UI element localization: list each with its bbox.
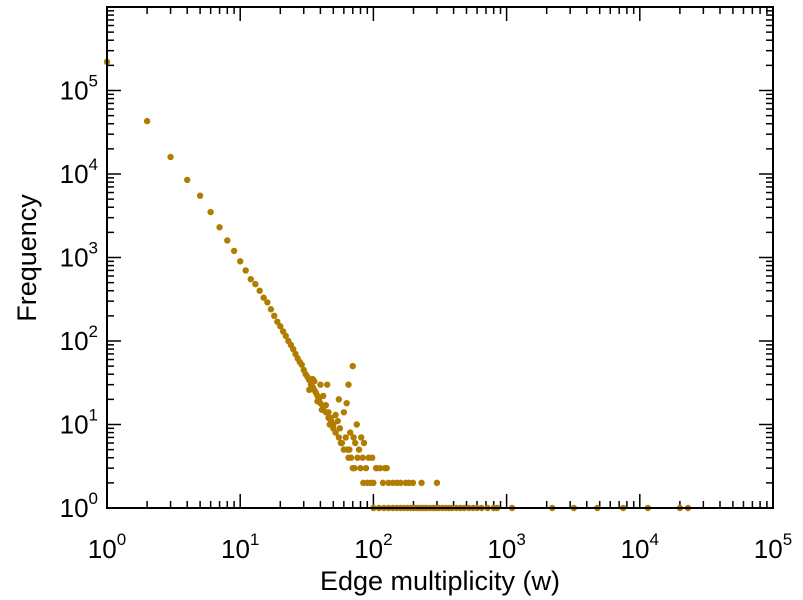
data-point bbox=[357, 464, 364, 472]
data-point bbox=[252, 280, 259, 288]
data-point bbox=[327, 414, 335, 422]
y-tick-labels: 100 101 102 103 104 105 bbox=[60, 72, 98, 524]
data-point bbox=[360, 479, 367, 487]
data-point bbox=[336, 425, 344, 432]
data-point bbox=[267, 306, 275, 313]
data-point bbox=[351, 464, 358, 472]
y-axis-title: Frequency bbox=[12, 194, 42, 322]
data-point bbox=[409, 479, 417, 487]
data-point bbox=[207, 208, 214, 216]
data-point bbox=[196, 192, 204, 199]
data-point bbox=[334, 417, 341, 425]
data-point bbox=[344, 446, 351, 453]
data-point bbox=[264, 299, 271, 306]
data-point bbox=[354, 454, 361, 461]
data-point bbox=[143, 117, 151, 125]
y-tick-label: 102 bbox=[60, 322, 98, 356]
data-point bbox=[418, 479, 425, 487]
data-point bbox=[230, 247, 238, 255]
data-point bbox=[347, 429, 354, 436]
data-point bbox=[332, 429, 339, 436]
data-point bbox=[320, 392, 327, 400]
data-point bbox=[332, 411, 339, 419]
data-point bbox=[247, 275, 254, 283]
data-point bbox=[358, 434, 365, 441]
data-point bbox=[216, 224, 223, 231]
data-point bbox=[383, 464, 390, 472]
data-point bbox=[340, 409, 348, 416]
x-tick-label: 101 bbox=[221, 530, 259, 564]
data-point bbox=[350, 434, 357, 441]
data-point bbox=[183, 176, 191, 184]
x-axis-title: Edge multiplicity (w) bbox=[320, 566, 560, 596]
data-point bbox=[271, 312, 278, 320]
data-point bbox=[337, 439, 345, 447]
data-point bbox=[322, 402, 330, 409]
data-point bbox=[326, 421, 333, 428]
data-point bbox=[282, 332, 290, 340]
data-point bbox=[309, 375, 316, 383]
data-point bbox=[347, 454, 355, 461]
data-point bbox=[353, 421, 360, 428]
data-point bbox=[314, 398, 321, 405]
data-point bbox=[433, 479, 441, 487]
y-tick-label: 105 bbox=[60, 72, 98, 106]
x-tick-label: 105 bbox=[754, 530, 792, 564]
data-point bbox=[349, 362, 356, 370]
data-point bbox=[342, 434, 349, 441]
data-point bbox=[290, 345, 297, 353]
data-point bbox=[362, 464, 370, 472]
data-point bbox=[167, 153, 174, 161]
data-point bbox=[298, 361, 305, 368]
data-point bbox=[256, 287, 263, 294]
axis-ticks bbox=[106, 7, 773, 509]
data-point bbox=[343, 399, 350, 407]
data-point bbox=[376, 464, 384, 472]
data-point bbox=[379, 479, 387, 487]
x-tick-label: 104 bbox=[621, 530, 659, 564]
data-point bbox=[260, 294, 267, 301]
data-points bbox=[103, 58, 692, 512]
data-point bbox=[317, 381, 324, 388]
data-point bbox=[237, 258, 244, 265]
data-point bbox=[360, 439, 368, 447]
data-point bbox=[345, 381, 352, 388]
x-tick-label: 103 bbox=[487, 530, 525, 564]
data-point bbox=[318, 406, 326, 413]
data-point bbox=[325, 409, 332, 416]
x-tick-label: 100 bbox=[88, 530, 126, 564]
data-point bbox=[369, 454, 376, 461]
y-tick-label: 101 bbox=[60, 406, 98, 440]
data-point bbox=[397, 479, 404, 487]
data-point bbox=[274, 318, 281, 325]
y-tick-label: 104 bbox=[60, 155, 98, 189]
data-point bbox=[359, 454, 366, 461]
data-point bbox=[242, 267, 249, 274]
data-point bbox=[277, 323, 284, 330]
data-point bbox=[355, 446, 363, 453]
y-tick-label: 100 bbox=[60, 489, 98, 523]
data-point bbox=[324, 381, 331, 388]
plot-frame bbox=[106, 6, 774, 509]
data-point bbox=[224, 237, 231, 244]
data-point bbox=[351, 439, 359, 447]
data-point bbox=[370, 479, 377, 487]
data-point bbox=[335, 396, 343, 403]
y-tick-label: 103 bbox=[60, 239, 98, 273]
data-point bbox=[335, 434, 343, 441]
x-tick-labels: 100 101 102 103 104 105 bbox=[88, 530, 792, 564]
data-point bbox=[306, 386, 313, 394]
x-tick-label: 102 bbox=[354, 530, 392, 564]
